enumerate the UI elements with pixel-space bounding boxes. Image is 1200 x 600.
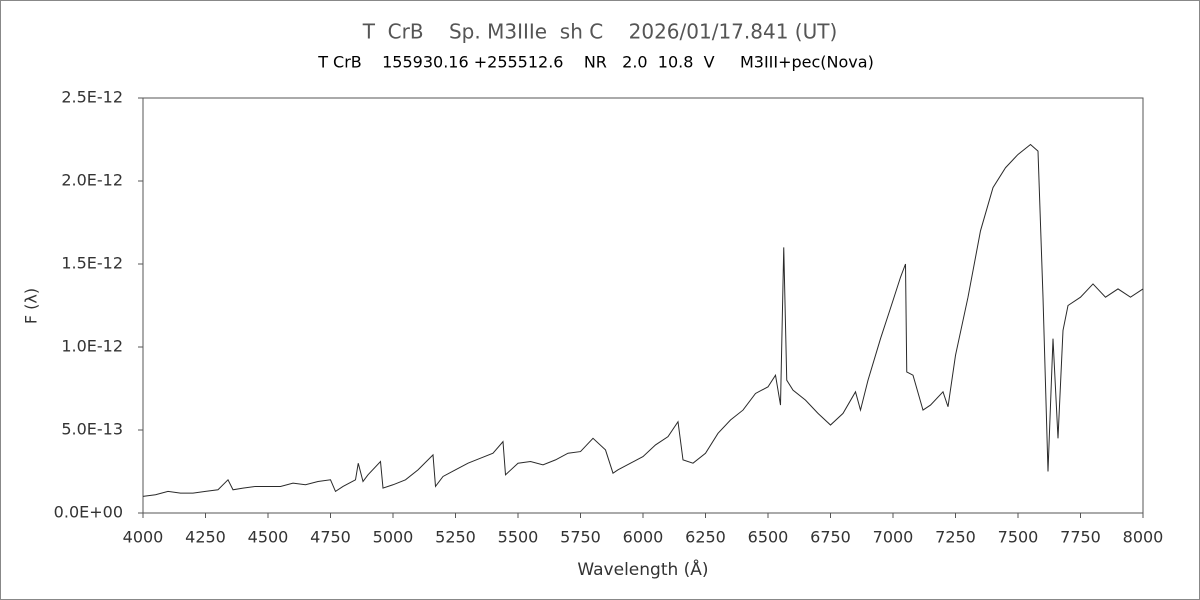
y-tick-label: 2.5E-12 [61, 88, 123, 107]
x-tick-label: 7750 [1060, 528, 1101, 547]
x-tick-label: 7500 [998, 528, 1039, 547]
y-tick-label: 2.0E-12 [61, 171, 123, 190]
y-tick-label: 1.5E-12 [61, 254, 123, 273]
x-axis-label: Wavelength (Å) [577, 558, 708, 580]
x-tick-label: 5250 [435, 528, 476, 547]
y-tick-label: 5.0E-13 [61, 420, 123, 439]
x-tick-label: 4250 [185, 528, 226, 547]
spectrum-line [142, 143, 1144, 497]
x-tick-label: 5750 [560, 528, 601, 547]
x-tick-label: 6250 [685, 528, 726, 547]
y-tick-label: 0.0E+00 [54, 503, 123, 522]
x-tick-label: 7000 [873, 528, 914, 547]
x-tick-label: 8000 [1123, 528, 1164, 547]
x-tick-label: 7250 [935, 528, 976, 547]
y-tick-label: 1.0E-12 [61, 337, 123, 356]
x-tick-label: 4750 [310, 528, 351, 547]
chart-title: T CrB Sp. M3IIIe sh C 2026/01/17.841 (UT… [362, 20, 838, 44]
x-tick-label: 5000 [373, 528, 414, 547]
x-tick-label: 6750 [810, 528, 851, 547]
x-tick-label: 6000 [623, 528, 664, 547]
x-tick-label: 5500 [498, 528, 539, 547]
x-tick-label: 6500 [748, 528, 789, 547]
chart-subtitle: T CrB 155930.16 +255512.6 NR 2.0 10.8 V … [317, 53, 874, 72]
x-tick-label: 4500 [248, 528, 289, 547]
x-tick-label: 4000 [123, 528, 164, 547]
y-axis-label: F (λ) [22, 288, 41, 324]
